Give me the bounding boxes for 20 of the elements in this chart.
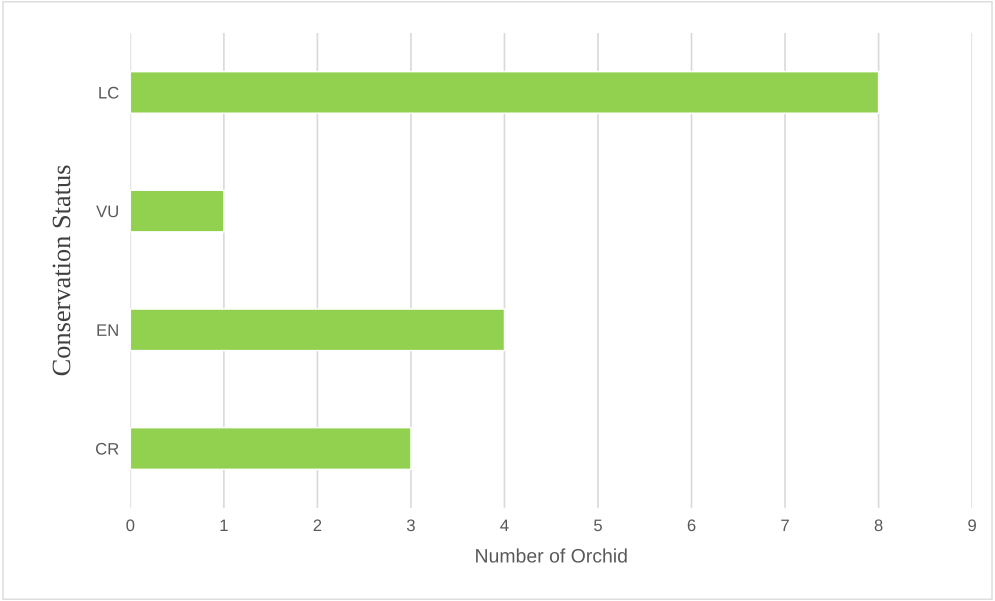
bar: [130, 427, 412, 470]
y-axis-title: Conservation Status: [52, 165, 70, 376]
x-tick-label: 7: [781, 520, 789, 532]
y-tick-label: CR: [96, 442, 118, 455]
bar: [130, 308, 506, 352]
y-tick-label: VU: [96, 206, 118, 218]
x-tick-label: 2: [314, 519, 322, 532]
x-tick-label: 4: [500, 520, 509, 532]
bar: [130, 190, 225, 233]
x-tick-label: 8: [874, 519, 882, 532]
x-tick-label: 5: [594, 520, 602, 532]
x-tick-label: 6: [688, 519, 696, 532]
x-tick-label: 9: [968, 519, 976, 532]
x-axis-title: Number of Orchid: [476, 548, 627, 563]
y-tick-label: LC: [99, 86, 119, 99]
x-tick-label: 0: [126, 519, 134, 532]
y-tick-label: EN: [97, 324, 118, 336]
x-tick-label: 1: [220, 520, 228, 532]
x-tick-label: 3: [406, 519, 415, 532]
bar: [130, 70, 880, 114]
